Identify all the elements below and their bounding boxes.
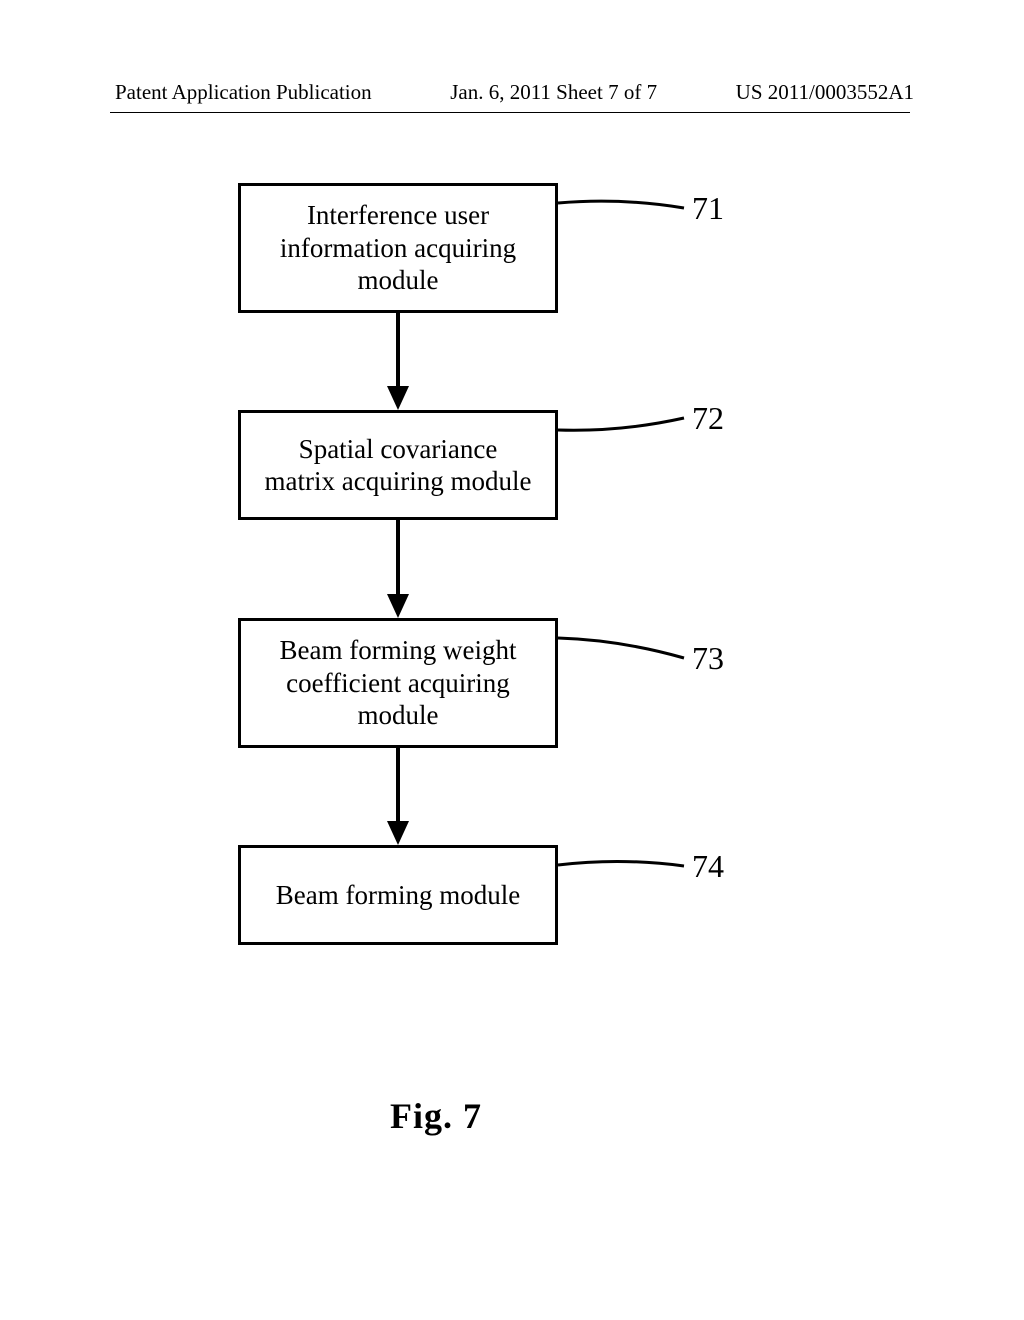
node-number: 74 xyxy=(692,848,724,885)
arrow xyxy=(368,520,428,618)
figure-caption: Fig. 7 xyxy=(390,1095,482,1137)
node-number: 72 xyxy=(692,400,724,437)
leader-line xyxy=(558,638,688,662)
node-b71: Interference userinformation acquiringmo… xyxy=(238,183,558,313)
flowchart: Interference userinformation acquiringmo… xyxy=(0,0,1024,1320)
node-b74: Beam forming module xyxy=(238,845,558,945)
leader-line xyxy=(558,418,688,434)
arrow xyxy=(368,313,428,410)
leader-line xyxy=(558,203,688,212)
leader-line xyxy=(558,865,688,870)
node-number: 73 xyxy=(692,640,724,677)
page: Patent Application Publication Jan. 6, 2… xyxy=(0,0,1024,1320)
arrow xyxy=(368,748,428,845)
node-b72: Spatial covariancematrix acquiring modul… xyxy=(238,410,558,520)
node-number: 71 xyxy=(692,190,724,227)
node-b73: Beam forming weightcoefficient acquiring… xyxy=(238,618,558,748)
